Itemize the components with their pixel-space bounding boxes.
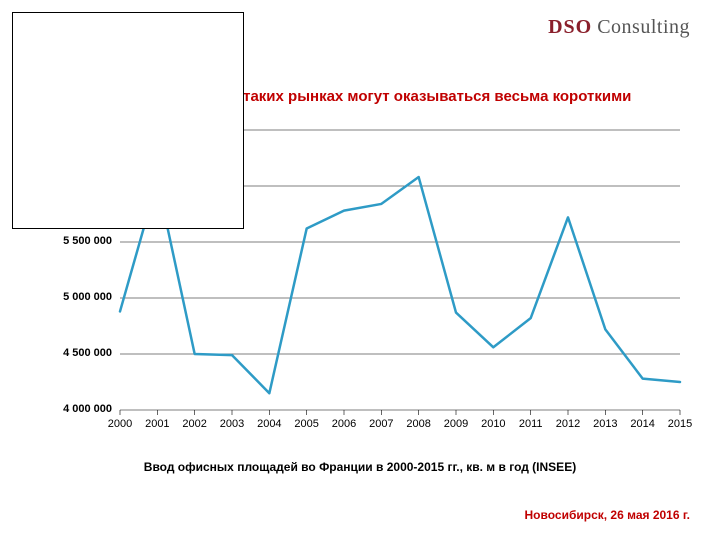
x-tick-label: 2008 <box>399 418 439 430</box>
x-tick-label: 2006 <box>324 418 364 430</box>
x-tick-label: 2011 <box>511 418 551 430</box>
x-tick-label: 2000 <box>100 418 140 430</box>
chart-caption: Ввод офисных площадей во Франции в 2000-… <box>0 460 720 474</box>
slide: DSO Consulting Фазы оживлений на таких р… <box>0 0 720 540</box>
x-tick-label: 2014 <box>623 418 663 430</box>
x-tick-label: 2001 <box>137 418 177 430</box>
x-tick-label: 2003 <box>212 418 252 430</box>
x-tick-label: 2007 <box>361 418 401 430</box>
x-tick-label: 2015 <box>660 418 700 430</box>
x-tick-label: 2012 <box>548 418 588 430</box>
overlay-box <box>12 12 244 229</box>
y-tick-label: 4 500 000 <box>42 347 112 359</box>
x-tick-label: 2005 <box>287 418 327 430</box>
x-tick-label: 2002 <box>175 418 215 430</box>
x-tick-label: 2010 <box>473 418 513 430</box>
footer-text: Новосибирск, 26 мая 2016 г. <box>525 508 690 522</box>
x-tick-label: 2004 <box>249 418 289 430</box>
x-tick-label: 2013 <box>585 418 625 430</box>
x-tick-label: 2009 <box>436 418 476 430</box>
y-tick-label: 5 500 000 <box>42 235 112 247</box>
y-tick-label: 4 000 000 <box>42 403 112 415</box>
y-tick-label: 5 000 000 <box>42 291 112 303</box>
